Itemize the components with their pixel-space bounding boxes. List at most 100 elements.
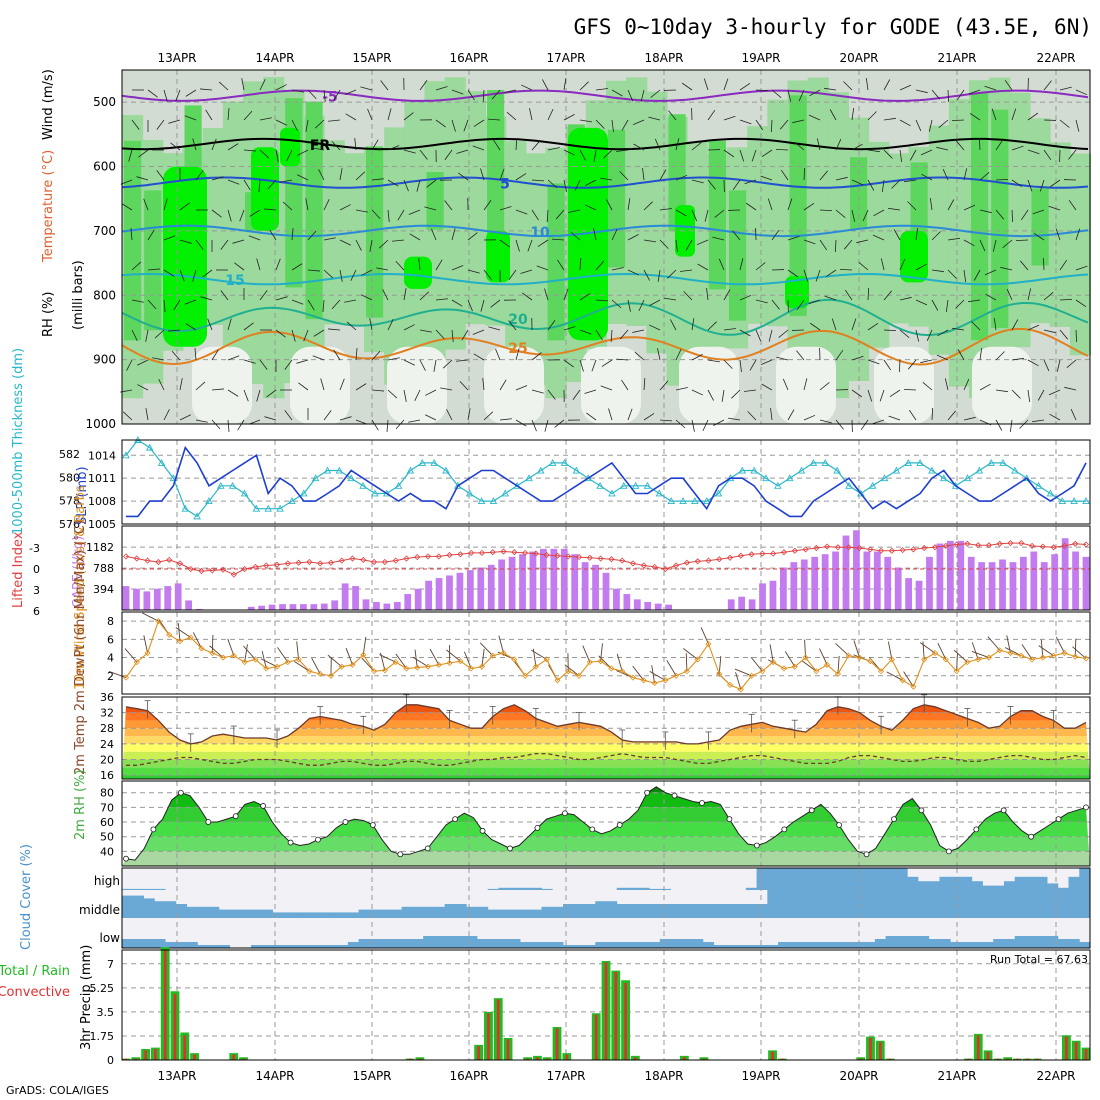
cloud-bar bbox=[584, 904, 596, 918]
wind-barb bbox=[312, 355, 325, 361]
wind-speed-point bbox=[133, 659, 140, 666]
cape-bar bbox=[592, 564, 599, 610]
wind-barb bbox=[992, 239, 997, 252]
isotherm-line bbox=[121, 89, 1089, 102]
thickness-point bbox=[809, 458, 818, 466]
wind-barb bbox=[1068, 149, 1077, 160]
precip-panel: 75.253.51.750 bbox=[90, 947, 1091, 1067]
precip-conv-bar bbox=[781, 1058, 784, 1060]
wind-barb bbox=[899, 329, 910, 339]
wind-speed-point bbox=[651, 680, 658, 687]
wind-barb bbox=[143, 635, 149, 654]
rh-band-moist bbox=[144, 190, 162, 331]
rh-point bbox=[781, 826, 788, 833]
slp-tick: 1014 bbox=[88, 449, 116, 462]
thickness-point bbox=[963, 474, 972, 482]
wind-speed-point bbox=[489, 652, 496, 659]
wind-barb bbox=[643, 269, 650, 281]
wind-barb bbox=[314, 119, 325, 129]
wind-barb bbox=[713, 419, 725, 426]
wind-barb bbox=[563, 288, 569, 301]
wind-speed-point bbox=[996, 647, 1003, 654]
wind-barb bbox=[945, 299, 949, 312]
cloud-bar bbox=[455, 936, 467, 948]
wind-barb bbox=[638, 299, 645, 312]
wind-barb bbox=[739, 294, 752, 301]
wind-barb bbox=[435, 298, 448, 301]
rh-saturated-area bbox=[404, 256, 432, 289]
wind-barb bbox=[979, 239, 986, 252]
wind-barb bbox=[147, 299, 157, 310]
wind-barb bbox=[1006, 288, 1013, 301]
thickness-point bbox=[1046, 489, 1055, 497]
cloud-bar bbox=[423, 906, 435, 918]
rh-point bbox=[315, 836, 321, 843]
wind-speed-point bbox=[532, 663, 539, 670]
cloud-bar bbox=[971, 942, 983, 948]
lifted-index-point bbox=[964, 540, 971, 547]
wind-barb bbox=[707, 179, 716, 190]
temp-line bbox=[125, 704, 1087, 745]
precip-axis-label: 3hr Precip (mm) bbox=[79, 945, 94, 1050]
wind-barb bbox=[1011, 108, 1017, 121]
cape-bar bbox=[153, 588, 161, 610]
temp-band bbox=[122, 736, 1090, 744]
wind-barb bbox=[903, 671, 914, 687]
cape-bar bbox=[560, 548, 568, 610]
lifted-index-point bbox=[446, 551, 453, 559]
wind-barb bbox=[467, 299, 473, 312]
rh-band-moist bbox=[1031, 188, 1049, 266]
thickness-point bbox=[501, 489, 510, 497]
date-label: 18APR bbox=[644, 51, 683, 65]
wind-barb bbox=[691, 389, 704, 396]
wind-barb bbox=[426, 179, 437, 188]
thickness-point bbox=[359, 481, 367, 489]
cloud-bar bbox=[1079, 942, 1091, 948]
cape-bar bbox=[508, 556, 516, 610]
cape-bar bbox=[258, 605, 266, 610]
cloud-bar bbox=[616, 942, 629, 948]
wind-barb bbox=[195, 419, 208, 423]
wind-barb bbox=[323, 199, 330, 211]
wind-barb bbox=[192, 269, 197, 282]
wind-barb bbox=[755, 262, 766, 271]
wind-barb bbox=[227, 108, 230, 121]
lifted-index-point bbox=[651, 563, 658, 570]
wind-barb bbox=[1059, 298, 1073, 301]
rh-band-moist bbox=[608, 129, 626, 268]
rh-dry-area bbox=[874, 346, 934, 424]
cloud-bar bbox=[971, 890, 983, 918]
isotherm-label: -5 bbox=[322, 90, 338, 106]
wind-barb bbox=[867, 149, 880, 153]
temp-band bbox=[122, 720, 1090, 729]
wind-barb bbox=[218, 81, 229, 91]
lifted-index-point bbox=[705, 557, 712, 564]
wind-barb bbox=[259, 290, 268, 301]
lifted-index-point bbox=[640, 562, 647, 569]
wind-barb bbox=[979, 383, 991, 391]
wind-barb bbox=[956, 89, 965, 101]
wind-barb bbox=[154, 329, 165, 339]
rh-point bbox=[507, 845, 513, 852]
wind-barb bbox=[547, 179, 558, 189]
cloud-bar bbox=[208, 906, 220, 918]
cape-bar bbox=[425, 580, 432, 610]
cloud-bar bbox=[971, 881, 983, 890]
precip-conv-bar bbox=[1016, 1058, 1019, 1060]
rh2m-axis-label: 2m RH (%) bbox=[73, 769, 88, 840]
wind-barb bbox=[691, 179, 704, 184]
precip-conv-bar bbox=[183, 1035, 187, 1060]
thickness-point bbox=[762, 474, 770, 482]
wind-barb bbox=[531, 209, 539, 221]
wind-barb bbox=[659, 169, 667, 181]
date-label: 17APR bbox=[546, 1069, 585, 1083]
wind-barb bbox=[851, 355, 864, 361]
lifted-index-point bbox=[975, 542, 982, 549]
cape-tick: 394 bbox=[93, 583, 114, 596]
wind-barb bbox=[395, 653, 407, 669]
wind-barb bbox=[1019, 260, 1029, 271]
wind-barb bbox=[1037, 389, 1045, 401]
wind-barb bbox=[307, 299, 315, 311]
wind-barb bbox=[536, 265, 549, 271]
cape-bar bbox=[1020, 556, 1027, 610]
